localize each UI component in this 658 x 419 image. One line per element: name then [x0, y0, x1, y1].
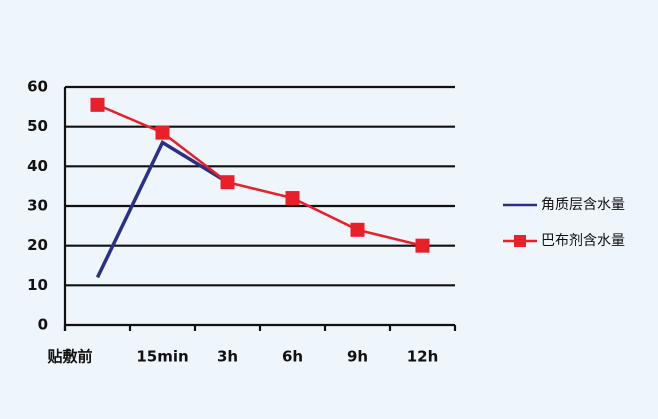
x-tick-label: 15min	[136, 348, 188, 366]
y-tick-label: 40	[27, 157, 48, 175]
x-tick-label: 6h	[282, 348, 303, 366]
legend-marker	[514, 235, 526, 247]
legend-label: 巴布剂含水量	[541, 233, 625, 249]
y-tick-label: 0	[38, 316, 48, 334]
x-tick-label: 9h	[347, 348, 368, 366]
marker	[155, 125, 170, 140]
y-tick-label: 10	[27, 276, 48, 294]
y-tick-label: 50	[27, 117, 48, 135]
y-tick-label: 30	[27, 197, 48, 215]
marker	[350, 222, 365, 237]
series-line	[95, 140, 229, 279]
y-tick-label: 60	[27, 78, 48, 96]
marker	[90, 97, 105, 112]
y-tick-label: 20	[27, 236, 48, 254]
x-tick-label: 贴敷前	[47, 348, 92, 366]
marker	[415, 238, 430, 253]
x-tick-label: 3h	[217, 348, 238, 366]
x-tick-label: 12h	[407, 348, 439, 366]
legend-label: 角质层含水量	[541, 197, 625, 213]
marker	[220, 175, 235, 190]
marker	[285, 191, 300, 206]
series-line	[97, 103, 423, 247]
